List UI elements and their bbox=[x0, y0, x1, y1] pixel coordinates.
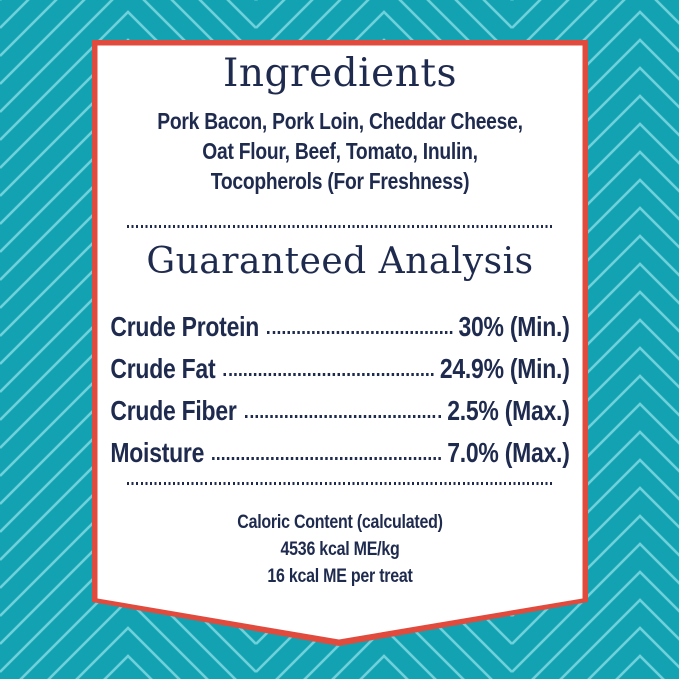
analysis-row-label: Crude Fat bbox=[110, 353, 216, 384]
guaranteed-analysis-table: Crude Protein 30% (Min.) Crude Fat 24.9%… bbox=[110, 301, 569, 469]
dot-leader bbox=[212, 457, 441, 460]
dot-leader bbox=[244, 415, 441, 418]
analysis-row-value: 30% (Min.) bbox=[458, 311, 570, 342]
caloric-line: Caloric Content (calculated) bbox=[237, 511, 443, 533]
guaranteed-analysis-title: Guaranteed Analysis bbox=[146, 241, 534, 282]
analysis-row-label: Crude Fiber bbox=[110, 395, 237, 426]
ingredients-line: Oat Flour, Beef, Tomato, Inulin, bbox=[202, 138, 478, 164]
analysis-row: Crude Fat 24.9% (Min.) bbox=[110, 343, 569, 385]
analysis-row-value: 7.0% (Max.) bbox=[447, 437, 570, 468]
caloric-content: Caloric Content (calculated) 4536 kcal M… bbox=[110, 509, 569, 590]
dot-leader bbox=[267, 331, 452, 334]
badge-panel bbox=[97, 45, 583, 640]
ingredients-line: Tocopherols (For Freshness) bbox=[210, 168, 470, 194]
analysis-row: Crude Protein 30% (Min.) bbox=[110, 301, 569, 343]
caloric-line: 4536 kcal ME/kg bbox=[280, 538, 400, 560]
caloric-line: 16 kcal ME per treat bbox=[267, 565, 413, 587]
ingredients-title: Ingredients bbox=[222, 51, 458, 96]
dot-leader bbox=[223, 373, 434, 376]
analysis-row: Crude Fiber 2.5% (Max.) bbox=[110, 385, 569, 427]
analysis-row-label: Moisture bbox=[110, 437, 205, 468]
analysis-row-value: 2.5% (Max.) bbox=[447, 395, 570, 426]
ingredients-text: Pork Bacon, Pork Loin, Cheddar Cheese, O… bbox=[110, 106, 569, 196]
analysis-row: Moisture 7.0% (Max.) bbox=[110, 427, 569, 469]
analysis-row-label: Crude Protein bbox=[110, 311, 260, 342]
analysis-row-value: 24.9% (Min.) bbox=[439, 353, 570, 384]
ingredients-line: Pork Bacon, Pork Loin, Cheddar Cheese, bbox=[157, 108, 523, 134]
dotted-divider-bottom bbox=[127, 482, 554, 485]
dotted-divider-top bbox=[127, 225, 554, 228]
